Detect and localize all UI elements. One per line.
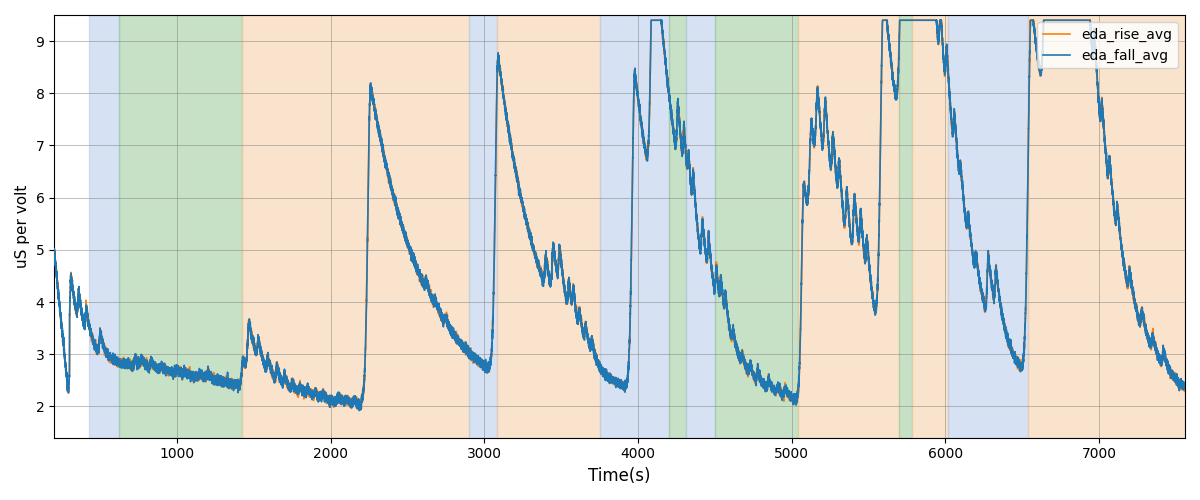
- Bar: [497, 15, 600, 438]
- eda_rise_avg: [1105, 184, 1120, 190]
- eda_rise_avg: [1178, 384, 1193, 390]
- eda_rise_avg: [773, 387, 787, 393]
- Bar: [90, 15, 119, 438]
- Bar: [1028, 15, 1186, 438]
- eda_fall_avg: [731, 355, 745, 361]
- Bar: [600, 15, 668, 438]
- eda_fall_avg: [352, 408, 366, 414]
- eda_rise_avg: [644, 17, 659, 23]
- Y-axis label: uS per volt: uS per volt: [16, 184, 30, 268]
- eda_fall_avg: [857, 250, 871, 256]
- eda_fall_avg: [329, 399, 343, 405]
- Line: eda_rise_avg: eda_rise_avg: [54, 20, 1186, 409]
- Bar: [715, 15, 798, 438]
- Bar: [912, 15, 948, 438]
- X-axis label: Time(s): Time(s): [588, 467, 650, 485]
- Bar: [469, 15, 497, 438]
- Legend: eda_rise_avg, eda_fall_avg: eda_rise_avg, eda_fall_avg: [1037, 22, 1178, 68]
- Bar: [899, 15, 912, 438]
- eda_fall_avg: [582, 339, 596, 345]
- Bar: [119, 15, 241, 438]
- eda_rise_avg: [731, 350, 745, 356]
- eda_rise_avg: [582, 342, 596, 348]
- eda_rise_avg: [47, 244, 61, 250]
- eda_rise_avg: [352, 406, 366, 412]
- eda_fall_avg: [1105, 181, 1120, 187]
- Bar: [948, 15, 1028, 438]
- eda_fall_avg: [1178, 384, 1193, 390]
- eda_fall_avg: [644, 17, 659, 23]
- Bar: [241, 15, 469, 438]
- eda_rise_avg: [857, 248, 871, 254]
- Line: eda_fall_avg: eda_fall_avg: [54, 20, 1186, 410]
- eda_fall_avg: [47, 248, 61, 254]
- eda_rise_avg: [329, 396, 343, 402]
- eda_fall_avg: [773, 386, 787, 392]
- Bar: [668, 15, 685, 438]
- Bar: [798, 15, 899, 438]
- Bar: [685, 15, 715, 438]
